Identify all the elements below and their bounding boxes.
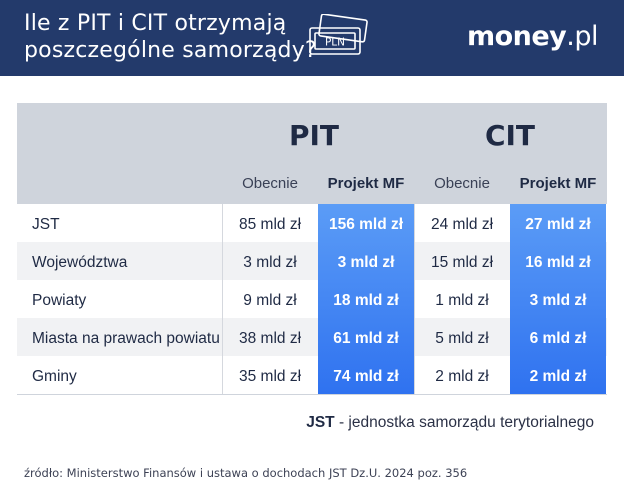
footnote-term: JST [306,414,335,431]
subheader-pit-mf: Projekt MF [327,175,405,192]
cell-cit-mf: 3 mld zł [529,292,587,309]
subheader-cit-mf: Projekt MF [519,175,597,192]
page-title: Ile z PIT i CIT otrzymają poszczególne s… [24,10,317,64]
column-divider [222,204,223,394]
row-label: Województwa [32,254,128,271]
table-row-bg [17,242,607,280]
cell-cit-now: 1 mld zł [435,292,489,309]
cell-pit-now: 85 mld zł [238,216,302,233]
group-header-pit: PIT [288,119,340,152]
cell-cit-now: 5 mld zł [435,330,489,347]
cell-pit-mf: 61 mld zł [333,330,399,347]
subheader-cit-now: Obecnie [434,175,490,192]
cell-cit-now: 24 mld zł [430,216,494,233]
cell-cit-mf: 6 mld zł [529,330,587,347]
logo: money.pl [466,21,599,52]
logo-main: money [466,21,567,52]
cell-pit-mf: 74 mld zł [333,368,399,385]
footnote: JST - jednostka samorządu terytorialnego [306,414,594,432]
cell-cit-mf: 16 mld zł [525,254,591,271]
table-row-bg [17,280,607,318]
row-label: Powiaty [32,292,87,309]
cell-pit-mf: 18 mld zł [333,292,399,309]
table-row-bg [17,204,607,242]
cell-cit-now: 15 mld zł [430,254,494,271]
header-banner: Ile z PIT i CIT otrzymają poszczególne s… [0,0,624,76]
footnote-definition: - jednostka samorządu terytorialnego [334,414,594,431]
subheader-pit-now: Obecnie [242,175,298,192]
highlight-column-cit [510,204,606,394]
table-row-bg [17,318,607,356]
cell-pit-now: 3 mld zł [243,254,297,271]
banknote-label: PLN [325,37,345,49]
title-line-2: poszczególne samorządy? [24,38,317,63]
banknote-icon: PLN [309,14,368,55]
cell-pit-now: 9 mld zł [243,292,297,309]
cell-pit-mf: 156 mld zł [328,216,404,233]
row-label: Miasta na prawach powiatu [32,330,220,347]
source-note: źródło: Ministerstwo Finansów i ustawa o… [24,466,468,480]
cell-cit-now: 2 mld zł [435,368,489,385]
highlight-column-pit [318,204,414,394]
row-label: JST [32,216,60,233]
column-divider [414,204,415,394]
title-line-1: Ile z PIT i CIT otrzymają [24,11,287,36]
row-label: Gminy [32,368,77,385]
table-row-bg [17,356,607,394]
logo-suffix: .pl [566,21,598,52]
cell-cit-mf: 27 mld zł [525,216,591,233]
cell-pit-now: 38 mld zł [238,330,302,347]
cell-cit-mf: 2 mld zł [529,368,587,385]
cell-pit-mf: 3 mld zł [337,254,395,271]
cell-pit-now: 35 mld zł [238,368,302,385]
group-header-cit: CIT [484,119,536,152]
